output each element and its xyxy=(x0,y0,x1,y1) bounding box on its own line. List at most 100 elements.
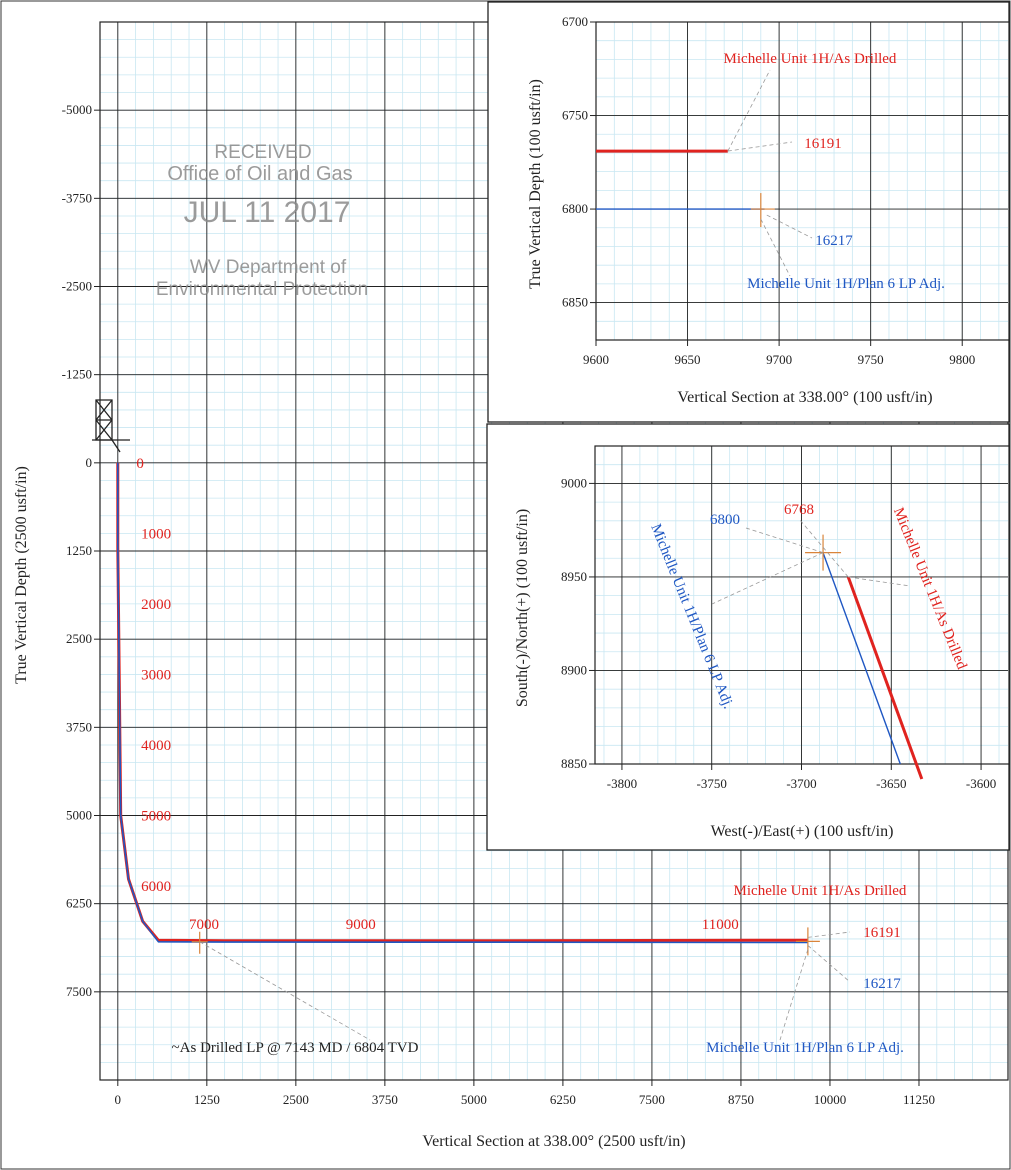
inset2-plot-area xyxy=(595,446,1009,764)
x-tick-label: -3800 xyxy=(607,776,637,791)
y-tick-label: -5000 xyxy=(62,102,92,117)
y-tick-label: 8900 xyxy=(561,662,587,677)
y-tick-label: 1250 xyxy=(66,543,92,558)
x-tick-label: 3750 xyxy=(372,1092,398,1107)
y-tick-label: 9000 xyxy=(561,475,587,490)
y-tick-label: 6250 xyxy=(66,896,92,911)
md-label: 9000 xyxy=(346,917,376,933)
inset2-x-axis-label: West(-)/East(+) (100 usft/in) xyxy=(711,823,894,840)
x-tick-label: 5000 xyxy=(461,1092,487,1107)
y-tick-label: 7500 xyxy=(66,984,92,999)
series-line-a xyxy=(822,552,901,765)
lp-leader xyxy=(199,941,371,1041)
inset1-as-drilled-label: Michelle Unit 1H/As Drilled xyxy=(724,51,897,67)
x-tick-label: 9750 xyxy=(858,352,884,367)
inset-plan-view-chart: -3800 -3750 -3700 -3650 -3600 8850 8900 8950 900… xyxy=(486,423,1010,851)
y-tick-label: 3750 xyxy=(66,719,92,734)
inset1-marks xyxy=(596,69,813,277)
md-label: 3000 xyxy=(141,667,171,683)
inset2-plan-tvd-label: 6800 xyxy=(710,512,740,528)
inset1-plan-label: Michelle Unit 1H/Plan 6 LP Adj. xyxy=(747,276,945,292)
inset2-as-drilled-tvd-label: 6768 xyxy=(784,502,814,518)
y-tick-label: 6850 xyxy=(562,295,588,310)
series-line-b xyxy=(117,462,808,944)
y-tick-label: 8950 xyxy=(561,569,587,584)
md-label: 5000 xyxy=(141,809,171,825)
main-plan-md-label: 16217 xyxy=(863,976,901,992)
inset2-y-axis-label: South(-)/North(+) (100 usft/in) xyxy=(514,509,531,707)
main-as-drilled-md-label: 16191 xyxy=(863,925,901,941)
md-label: 6000 xyxy=(141,879,171,895)
inset2-leader xyxy=(711,552,824,605)
main-ticks: 0 1250 2500 3750 5000 6250 7500 8750 10000 11250-… xyxy=(62,102,935,1107)
stamp-line-2: Office of Oil and Gas xyxy=(167,163,352,185)
inset-tvd-vs-chart: 9600 9650 9700 9750 9800 6700 6750 6800 6850 Ver… xyxy=(487,1,1010,423)
td-leader xyxy=(807,931,851,938)
x-tick-label: 9650 xyxy=(675,352,701,367)
main-lp-note: ~As Drilled LP @ 7143 MD / 6804 TVD xyxy=(172,1040,419,1056)
td-leader xyxy=(807,945,851,983)
received-stamp: RECEIVED Office of Oil and Gas JUL 11 20… xyxy=(156,142,368,300)
x-tick-label: -3650 xyxy=(876,776,906,791)
x-tick-label: 10000 xyxy=(814,1092,847,1107)
x-tick-label: 9700 xyxy=(766,352,792,367)
td-leader xyxy=(779,949,809,1041)
y-tick-label: 6750 xyxy=(562,108,588,123)
inset1-x-axis-label: Vertical Section at 338.00° (100 usft/in… xyxy=(677,389,932,406)
x-tick-label: 7500 xyxy=(639,1092,665,1107)
inset1-plot-frame xyxy=(595,21,1010,341)
x-tick-label: 8750 xyxy=(728,1092,754,1107)
x-tick-label: 6250 xyxy=(550,1092,576,1107)
md-label: 4000 xyxy=(141,738,171,754)
md-label: 7000 xyxy=(189,917,219,933)
inset2-leader xyxy=(848,576,911,587)
inset1-leader xyxy=(727,69,771,152)
stamp-line-5: Environmental Protection xyxy=(156,279,368,300)
main-marks xyxy=(116,462,851,1041)
x-tick-label: -3700 xyxy=(786,776,816,791)
series-line-b xyxy=(846,576,924,780)
y-tick-label: 0 xyxy=(86,455,93,470)
inset1-ticks: 9600 9650 9700 9750 9800 6700 6750 6800 6850 xyxy=(562,14,975,367)
inset2-ticks: -3800 -3750 -3700 -3650 -3600 8850 8900 8950 900… xyxy=(561,475,996,791)
rig-icon xyxy=(92,399,130,453)
y-tick-label: -2500 xyxy=(62,279,92,294)
y-tick-label: 2500 xyxy=(66,631,92,646)
main-y-axis-label: True Vertical Depth (2500 usft/in) xyxy=(13,466,30,684)
main-x-axis-label: Vertical Section at 338.00° (2500 usft/i… xyxy=(422,1133,685,1150)
main-as-drilled-label: Michelle Unit 1H/As Drilled xyxy=(734,883,907,899)
inset1-y-axis-label: True Vertical Depth (100 usft/in) xyxy=(527,79,544,289)
x-tick-label: 11250 xyxy=(903,1092,935,1107)
md-label: 1000 xyxy=(141,526,171,542)
main-plan-label: Michelle Unit 1H/Plan 6 LP Adj. xyxy=(706,1040,904,1056)
y-tick-label: 6700 xyxy=(562,14,588,29)
inset2-grid xyxy=(595,445,1008,765)
inset1-plot-area xyxy=(596,22,1009,340)
y-tick-label: 5000 xyxy=(66,808,92,823)
x-tick-label: 9600 xyxy=(583,352,609,367)
y-tick-label: -3750 xyxy=(62,190,92,205)
x-tick-label: -3600 xyxy=(966,776,996,791)
y-tick-label: -1250 xyxy=(62,367,92,382)
inset2-marks xyxy=(711,519,924,780)
y-tick-label: 6800 xyxy=(562,201,588,216)
inset1-as-drilled-md-label: 16191 xyxy=(804,136,842,152)
stamp-line-4: WV Department of xyxy=(190,257,347,278)
x-tick-label: 2500 xyxy=(283,1092,309,1107)
inset1-leader xyxy=(727,141,793,152)
inset1-plan-md-label: 16217 xyxy=(815,233,853,249)
x-tick-label: -3750 xyxy=(697,776,727,791)
x-tick-label: 0 xyxy=(115,1092,122,1107)
md-label: 11000 xyxy=(702,917,739,933)
x-tick-label: 1250 xyxy=(194,1092,220,1107)
main-md-labels: 0100020003000400050006000700090001100013… xyxy=(136,456,739,933)
x-tick-label: 9800 xyxy=(949,352,975,367)
stamp-line-3: JUL 11 2017 xyxy=(184,196,351,229)
stamp-line-1: RECEIVED xyxy=(214,142,311,163)
y-tick-label: 8850 xyxy=(561,756,587,771)
inset1-leader xyxy=(760,218,791,277)
md-label: 0 xyxy=(136,456,144,472)
inset2-leader xyxy=(799,519,849,578)
inset1-leader xyxy=(766,214,813,239)
